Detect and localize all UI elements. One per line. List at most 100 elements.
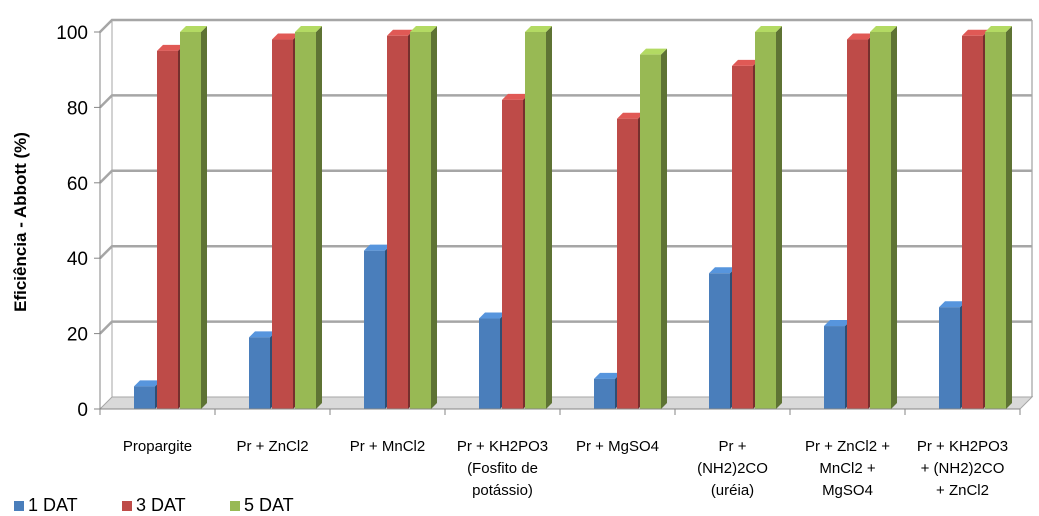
- bar-front: [272, 39, 293, 409]
- bar-top: [709, 267, 736, 274]
- bar-top: [617, 112, 644, 119]
- bar-top: [640, 48, 667, 55]
- bar-front: [410, 32, 431, 409]
- bar: [295, 26, 322, 409]
- bar-top: [479, 312, 506, 319]
- x-tick-label-line: Pr + KH2PO3: [917, 438, 1008, 455]
- legend: 1 DAT 3 DAT 5 DAT: [14, 495, 294, 515]
- y-tick-label: 40: [67, 249, 88, 270]
- legend-label: 1 DAT: [28, 495, 78, 515]
- bar: [709, 267, 736, 409]
- x-tick-label: Pr + (NH2)2CO (uréia): [697, 438, 768, 499]
- bar: [525, 26, 552, 409]
- bar: [272, 33, 299, 409]
- bar-top: [387, 29, 414, 36]
- bar-side: [431, 26, 437, 409]
- bar-top: [180, 26, 207, 32]
- legend-entry: 5 DAT: [230, 495, 294, 515]
- gridline: [99, 18, 1032, 33]
- x-tick-label-line: + ZnCl2: [936, 482, 989, 499]
- x-tick-label-line: Pr +: [719, 438, 747, 455]
- bar: [410, 26, 437, 409]
- bar: [985, 26, 1012, 409]
- bar-side: [1006, 26, 1012, 409]
- bar: [732, 59, 759, 410]
- x-tick-label: Pr + ZnCl2: [236, 438, 308, 455]
- x-tick-label-line: Pr + MnCl2: [350, 438, 425, 455]
- x-tick-label-line: Pr + ZnCl2: [236, 438, 308, 455]
- bar-front: [709, 273, 730, 409]
- legend-entry: 1 DAT: [14, 495, 78, 515]
- bar: [594, 372, 621, 409]
- bar-top: [755, 26, 782, 32]
- bar-front: [962, 35, 983, 410]
- y-tick-label: 0: [77, 400, 88, 421]
- bar: [180, 26, 207, 409]
- bar-top: [594, 372, 621, 379]
- legend-label: 3 DAT: [136, 495, 186, 515]
- bar-front: [617, 118, 638, 410]
- bar: [157, 44, 184, 409]
- bar: [847, 33, 874, 409]
- bar-front: [134, 386, 155, 409]
- bar-top: [410, 26, 437, 32]
- x-tick-label-line: MnCl2 +: [819, 460, 876, 477]
- bar-front: [594, 378, 615, 409]
- bar-top: [732, 59, 759, 66]
- x-tick-label: Pr + MgSO4: [576, 438, 659, 455]
- y-tick-label: 100: [56, 23, 88, 44]
- bar-top: [847, 33, 874, 40]
- x-tick-label: Pr + KH2PO3 + (NH2)2CO + ZnCl2: [917, 438, 1008, 499]
- bar-front: [870, 32, 891, 409]
- x-tick-label-line: MgSO4: [822, 482, 873, 499]
- bar-front: [157, 50, 178, 409]
- bar: [640, 48, 667, 410]
- bar-front: [985, 32, 1006, 409]
- bar-top: [295, 26, 322, 32]
- x-tick-label-line: Propargite: [123, 438, 192, 455]
- x-tick-label-line: (NH2)2CO: [697, 460, 768, 477]
- bar-top: [525, 26, 552, 32]
- bar-front: [479, 318, 500, 409]
- bar: [617, 112, 644, 410]
- bar-front: [364, 250, 385, 409]
- legend-swatch: [230, 501, 240, 511]
- bar-top: [939, 301, 966, 308]
- y-tick-label: 60: [67, 174, 88, 195]
- legend-swatch: [14, 501, 24, 511]
- bar-side: [316, 26, 322, 409]
- y-tick-label: 20: [67, 325, 88, 346]
- gridline: [99, 244, 1032, 260]
- bar-side: [661, 48, 667, 410]
- x-tick-label-line: (Fosfito de: [467, 460, 538, 477]
- bar: [962, 29, 989, 410]
- bar-front: [939, 307, 960, 409]
- x-tick-label: Propargite: [123, 438, 192, 455]
- bar-top: [824, 320, 851, 327]
- legend-entry: 3 DAT: [122, 495, 186, 515]
- gridline: [99, 169, 1032, 184]
- x-tick-label-line: Pr + ZnCl2 +: [805, 438, 890, 455]
- bar-side: [546, 26, 552, 409]
- bar-front: [502, 99, 523, 410]
- x-tick-label-line: + (NH2)2CO: [921, 460, 1005, 477]
- x-tick-label-line: Pr + MgSO4: [576, 438, 659, 455]
- bar-top: [364, 244, 391, 251]
- legend-label: 5 DAT: [244, 495, 294, 515]
- gridline: [99, 94, 1032, 109]
- bar-top: [134, 380, 161, 387]
- bar-front: [525, 32, 546, 409]
- bars-layer: [134, 26, 1012, 410]
- x-tick-label: Pr + MnCl2: [350, 438, 425, 455]
- bar-top: [272, 33, 299, 40]
- legend-swatch: [122, 501, 132, 511]
- bar-front: [295, 32, 316, 409]
- bar: [364, 244, 391, 409]
- bar: [939, 301, 966, 409]
- y-tick-label: 80: [67, 98, 88, 119]
- x-tick-label-line: potássio): [472, 482, 533, 499]
- bar-top: [870, 26, 897, 32]
- bar-top: [502, 93, 529, 100]
- bar-top: [985, 26, 1012, 32]
- bar-front: [847, 39, 868, 409]
